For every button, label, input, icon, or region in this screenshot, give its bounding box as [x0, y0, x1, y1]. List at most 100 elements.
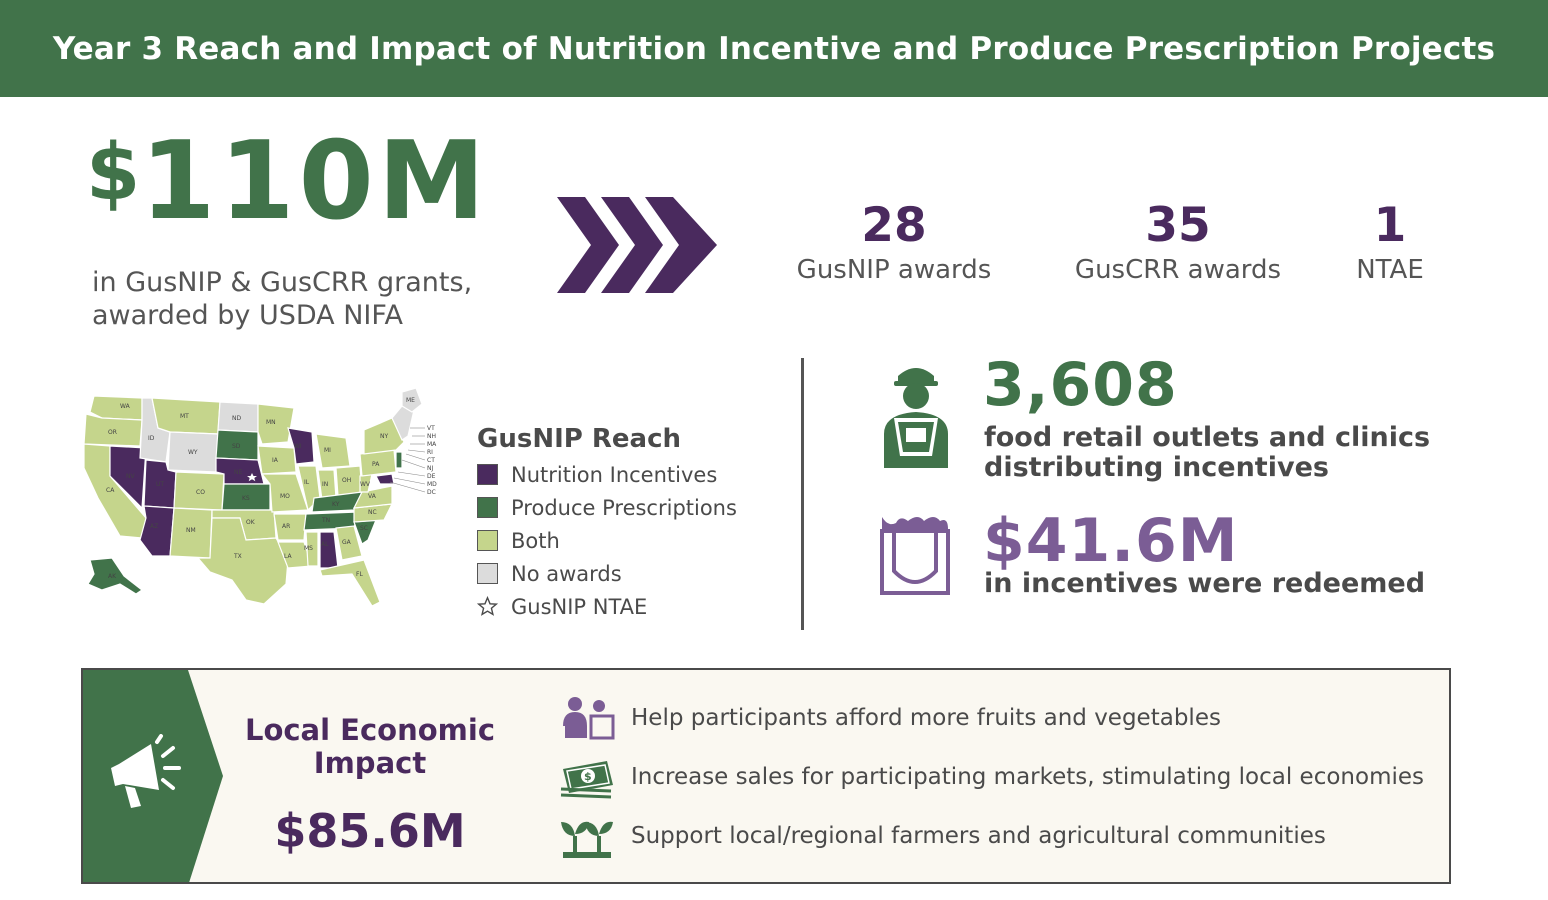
label-in: IN [322, 481, 328, 488]
legend-label: No awards [511, 561, 622, 586]
legend-item-no-awards: No awards [477, 557, 737, 590]
state-al [319, 531, 339, 569]
label-nc: NC [368, 509, 377, 516]
legend-item-ntae: GusNIP NTAE [477, 590, 737, 623]
label-mi: MI [324, 447, 331, 454]
label-nj: NJ [427, 465, 433, 472]
label-mn: MN [266, 419, 276, 426]
label-ri: RI [427, 449, 433, 456]
legend-label: GusNIP NTAE [511, 594, 648, 619]
grant-description: in GusNIP & GusCRR grants, awarded by US… [92, 267, 473, 331]
divider [801, 358, 804, 630]
label-il: IL [304, 479, 310, 486]
page-title: Year 3 Reach and Impact of Nutrition Inc… [52, 30, 1496, 67]
legend-swatch [477, 563, 498, 584]
label-wy: WY [188, 449, 198, 456]
label-az: AZ [150, 523, 158, 530]
redeemed-label: in incentives were redeemed [984, 568, 1426, 599]
legend: GusNIP Reach Nutrition Incentives Produc… [477, 424, 737, 623]
shopping-people-icon [557, 696, 617, 740]
guscrr-awards-stat: 35 GusCRR awards [1058, 199, 1298, 287]
seedling-icon [557, 814, 617, 858]
guscrr-awards-value: 35 [1145, 198, 1211, 253]
label-mo: MO [280, 493, 290, 500]
label-nm: NM [186, 527, 196, 534]
label-co: CO [196, 489, 205, 496]
label-nd: ND [232, 415, 241, 422]
grant-currency: $ [86, 128, 141, 218]
benefit-text: Increase sales for participating markets… [631, 764, 1425, 790]
redeemed-value: $41.6M [983, 506, 1239, 576]
state-ak [87, 557, 144, 595]
label-md: MD [427, 481, 437, 488]
economic-impact-panel: Local Economic Impact $85.6M Help partic… [81, 668, 1451, 884]
impact-value: $85.6M [274, 804, 466, 858]
grocer-worker-icon [884, 368, 948, 468]
state-az [139, 505, 175, 557]
label-ok: OK [246, 519, 256, 526]
label-al: AL [321, 541, 329, 548]
state-nv [109, 445, 147, 510]
label-ms: MS [304, 545, 313, 552]
label-ma: MA [427, 441, 437, 448]
grant-amount: 110M [140, 119, 490, 244]
legend-item-produce-prescriptions: Produce Prescriptions [477, 491, 737, 524]
state-mi [315, 433, 351, 469]
benefit-item: Help participants afford more fruits and… [557, 696, 1221, 740]
state-ne-states [391, 405, 415, 441]
label-sd: SD [232, 443, 241, 450]
legend-label: Both [511, 528, 560, 553]
state-ia [257, 445, 297, 475]
benefit-text: Help participants afford more fruits and… [631, 705, 1221, 731]
us-map: WA OR ID MT WY ND SD NE KS CA NV UT CO A… [83, 388, 437, 607]
label-pa: PA [372, 461, 380, 468]
state-va [352, 485, 393, 509]
ntae-label: NTAE [1356, 255, 1424, 285]
label-la: LA [284, 553, 292, 560]
label-ar: AR [282, 523, 290, 530]
state-ms [305, 531, 319, 567]
label-ks: KS [242, 495, 250, 502]
label-tn: TN [321, 517, 330, 524]
megaphone-icon [111, 734, 181, 808]
ntae-star-icon [247, 473, 257, 482]
benefit-text: Support local/regional farmers and agric… [631, 823, 1326, 849]
ntae-value: 1 [1373, 198, 1407, 253]
label-vt: VT [427, 425, 435, 432]
grant-total: $110M [86, 128, 489, 236]
header-banner: Year 3 Reach and Impact of Nutrition Inc… [0, 0, 1548, 97]
state-tx [196, 517, 289, 605]
star-icon [477, 596, 498, 617]
label-dc: DC [427, 489, 436, 496]
label-sc: SC [360, 525, 368, 532]
label-ny: NY [380, 433, 388, 440]
state-wi [287, 427, 315, 465]
label-wv: WV [360, 481, 371, 488]
guscrr-awards-label: GusCRR awards [1074, 255, 1282, 285]
label-ga: GA [342, 539, 352, 546]
state-md [375, 473, 395, 485]
label-ut: UT [156, 481, 164, 488]
label-va: VA [368, 493, 377, 500]
label-ia: IA [272, 457, 279, 464]
legend-label: Nutrition Incentives [511, 462, 718, 487]
label-nh: NH [427, 433, 436, 440]
label-nv: NV [126, 473, 135, 480]
label-oh: OH [342, 477, 351, 484]
svg-text:$: $ [584, 770, 592, 783]
state-fl [319, 559, 381, 607]
label-fl: FL [356, 571, 363, 578]
label-wi: WI [294, 443, 302, 450]
label-ca: CA [106, 487, 115, 494]
legend-label: Produce Prescriptions [511, 495, 737, 520]
benefit-item: $ Increase sales for participating marke… [557, 755, 1424, 799]
legend-swatch [477, 497, 498, 518]
label-ak: AK [108, 573, 117, 580]
state-ny [363, 417, 405, 455]
gusnip-awards-label: GusNIP awards [796, 255, 992, 285]
outlets-label: food retail outlets and clinics distribu… [984, 422, 1431, 483]
label-ne: NE [234, 469, 242, 476]
state-mn [257, 403, 295, 445]
legend-item-nutrition-incentives: Nutrition Incentives [477, 458, 737, 491]
legend-swatch [477, 530, 498, 551]
